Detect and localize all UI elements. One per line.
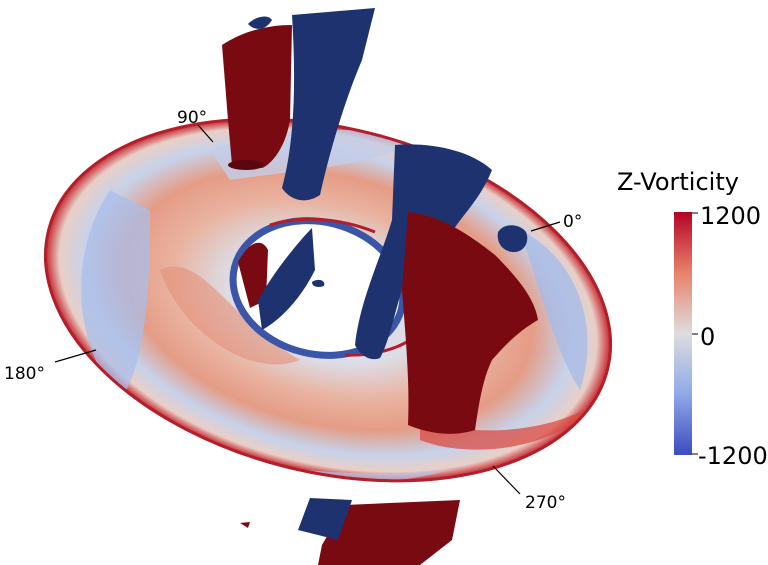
angle-label-270: 270° [525,493,566,513]
warm-band-right [420,400,600,450]
cool-band-left [81,190,150,400]
colorbar-title: Z-Vorticity [617,168,739,196]
lower-vortex-tubes [240,498,460,565]
angle-label-180: 180° [4,364,45,384]
angle-markers: 0° 90° 180° 270° [4,108,582,513]
angle-marker-line-270 [492,465,521,495]
hole-negative-vortex-fragment [312,279,325,287]
angle-marker-line-90 [197,124,214,143]
lower-negative-vortex [298,498,352,540]
hole-negative-vortex-left [258,228,315,330]
negative-vortex-upper-center [282,8,375,201]
positive-vortex-upper-left [222,25,292,168]
disk-outer-rim [43,117,613,483]
colorbar: Z-Vorticity 1200 0 -1200 [617,168,768,470]
angle-label-0: 0° [563,212,582,232]
warm-band-center [160,266,300,365]
negative-vortex-small-blob [497,225,528,252]
angle-marker-line-180 [54,349,97,363]
lower-positive-vortex [318,500,460,565]
colorbar-min-label: -1200 [698,442,768,470]
inner-rim-red-edge [269,217,376,234]
hole-positive-vortex [238,242,268,308]
positive-vortex-lower-right [402,212,538,434]
colorbar-gradient [674,212,692,455]
lower-small-positive-fragment [240,522,250,528]
upper-vortex-tubes [222,8,538,434]
colorbar-max-label: 1200 [700,202,761,230]
cool-band-right [520,230,588,390]
inner-vortex-tubes [238,228,325,330]
colorbar-mid-label: 0 [700,323,715,351]
angle-label-90: 90° [177,108,207,128]
angle-marker-line-0 [530,221,561,232]
negative-vortex-top-fragment [248,16,272,29]
positive-vortex-base-upper-left [228,160,264,170]
